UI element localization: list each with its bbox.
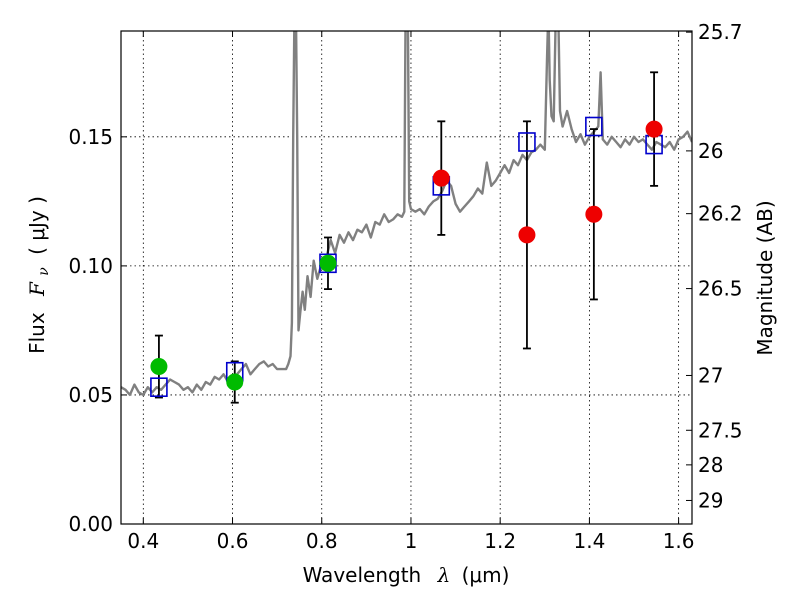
x-axis-symbol: λ (437, 563, 451, 587)
y-axis-title: Flux F ν ( μJy ) (25, 196, 53, 354)
x-axis-label: Wavelength (303, 563, 422, 587)
y2-tick-label: 26 (698, 139, 723, 163)
y2-tick-label: 29 (698, 488, 723, 512)
observed-point (150, 358, 168, 376)
y-axis-symbol: F (25, 281, 49, 297)
model-photometry-square (150, 377, 168, 397)
y2-tick-label: 25.7 (698, 20, 743, 44)
y-tick-label: 0.05 (68, 383, 113, 407)
y2-tick-label: 27 (698, 363, 723, 387)
observed-point (585, 205, 603, 223)
observed-point (319, 254, 337, 272)
x-tick-label: 0.4 (127, 529, 159, 553)
y-axis-unit: ( μJy ) (25, 196, 49, 255)
observed-points-series (150, 120, 663, 391)
x-tick-labels: 0.4 0.6 0.8 1 1.2 1.4 1.6 (127, 529, 694, 553)
grid-lines (121, 31, 692, 524)
plot-frame (120, 30, 693, 525)
x-axis-title: Wavelength λ (μm) (303, 563, 510, 587)
y2-tick-label: 27.5 (698, 418, 743, 442)
x-tick-label: 0.8 (306, 529, 338, 553)
x-tick-label: 1.6 (663, 529, 695, 553)
observed-point (432, 169, 450, 187)
errorbar-group (154, 71, 659, 404)
y-axis-subscript: ν (36, 267, 52, 276)
y2-tick-label: 28 (698, 453, 723, 477)
observed-point (645, 120, 663, 138)
model-photometry-square (518, 132, 536, 152)
y-tick-label: 0.00 (68, 512, 113, 536)
y2-tick-label: 26.5 (698, 277, 743, 301)
y2-tick-label: 26.2 (698, 202, 743, 226)
y-tick-labels: 0.00 0.05 0.10 0.15 (68, 125, 113, 536)
y2-tick-labels: 25.7 26 26.2 26.5 27 27.5 28 29 (698, 20, 743, 512)
observed-point (518, 226, 536, 244)
model-photometry-square (585, 116, 603, 137)
x-tick-label: 1.4 (573, 529, 605, 553)
spectrum-line (121, 31, 692, 397)
model-photometry-series (150, 116, 663, 397)
y-axis-label: Flux (25, 312, 49, 354)
x-tick-label: 0.6 (217, 529, 249, 553)
tick-marks (121, 31, 692, 525)
spectrum-series (121, 31, 692, 397)
y-tick-label: 0.15 (68, 125, 113, 149)
x-axis-unit: (μm) (462, 563, 510, 587)
observed-point (226, 373, 244, 391)
x-tick-label: 1.2 (484, 529, 516, 553)
y2-axis-title: Magnitude (AB) (753, 200, 777, 355)
y-tick-label: 0.10 (68, 254, 113, 278)
x-tick-label: 1 (405, 529, 418, 553)
